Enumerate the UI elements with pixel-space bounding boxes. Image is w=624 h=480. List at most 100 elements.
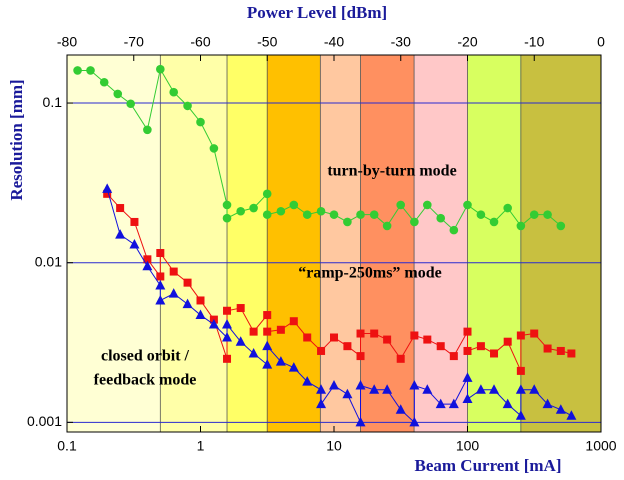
point (449, 225, 459, 235)
point (356, 352, 365, 361)
point (303, 333, 312, 342)
x2-tick-label: -10 (524, 34, 544, 50)
point (567, 349, 576, 358)
point (462, 393, 473, 404)
point (222, 213, 232, 223)
point (143, 255, 152, 264)
point (543, 344, 552, 353)
point (542, 398, 553, 409)
x2-tick-label: 0 (597, 34, 605, 50)
point (262, 210, 272, 219)
annotation: feedback mode (94, 372, 197, 389)
point (555, 404, 566, 414)
point (262, 359, 273, 369)
x2-tick-label: -40 (324, 34, 344, 50)
point (356, 329, 365, 338)
point (169, 87, 179, 97)
point (126, 99, 135, 109)
band (267, 55, 321, 432)
point (329, 380, 339, 390)
point (223, 354, 232, 363)
point (156, 249, 165, 258)
point (515, 384, 526, 394)
x2-tick-label: -70 (124, 34, 144, 50)
point (208, 319, 219, 329)
point (99, 77, 109, 87)
point (516, 221, 526, 231)
point (369, 210, 379, 219)
x2-tick-label: -50 (257, 34, 277, 50)
point (156, 272, 165, 281)
y-axis-label: Resolution [mm] (7, 79, 26, 200)
point (530, 329, 539, 338)
chart-title: Power Level [dBm] (247, 3, 387, 22)
annotation: “ramp-250ms” mode (298, 265, 442, 282)
point (316, 398, 327, 409)
point (449, 352, 458, 361)
band (414, 55, 468, 432)
point (475, 384, 486, 394)
point (330, 333, 338, 342)
point (116, 204, 125, 213)
point (263, 327, 272, 336)
point (222, 200, 232, 210)
point (262, 340, 273, 351)
x-tick-label: 0.1 (57, 438, 77, 454)
point (383, 335, 392, 344)
point (342, 388, 353, 399)
x-tick-label: 1000 (585, 438, 616, 454)
point (396, 200, 406, 210)
point (289, 317, 298, 326)
point (182, 298, 193, 309)
point (463, 200, 472, 210)
point (462, 372, 473, 382)
point (476, 342, 485, 351)
x2-tick-label: -60 (190, 34, 210, 50)
point (248, 347, 259, 358)
point (183, 101, 192, 111)
point (209, 144, 219, 153)
point (276, 206, 286, 216)
x-tick-label: 100 (456, 438, 480, 454)
x2-tick-label: -80 (57, 34, 77, 50)
point (249, 327, 258, 336)
point (142, 260, 153, 271)
point (516, 366, 525, 375)
plot-marks (73, 64, 577, 427)
point (423, 200, 432, 210)
point (115, 229, 126, 239)
point (436, 213, 446, 223)
point (113, 89, 123, 99)
point (183, 278, 192, 287)
point (395, 404, 406, 414)
point (196, 296, 205, 305)
point (289, 200, 299, 210)
band (520, 55, 601, 432)
annotation: closed orbit / (101, 348, 190, 365)
y-tick-label: 0.001 (27, 413, 62, 429)
point (129, 239, 140, 249)
point (355, 416, 366, 427)
point (448, 398, 459, 409)
x-tick-label: 1 (197, 438, 205, 454)
band (67, 55, 161, 432)
x2-tick-label: -20 (457, 34, 477, 50)
point (422, 384, 433, 394)
point (369, 384, 380, 394)
plot-background: 0.001 0.01 0.1 0.1 1 10 100 1000 -80 -70 -60 -50 -40… (27, 34, 617, 454)
point (155, 279, 166, 290)
point (236, 206, 245, 216)
x-tick-label: 10 (326, 438, 342, 454)
point (196, 117, 205, 127)
point (73, 66, 82, 75)
point (409, 416, 420, 427)
plot-frame (66, 54, 602, 433)
point (249, 203, 258, 213)
point (263, 311, 272, 320)
point (316, 384, 327, 394)
point (355, 380, 366, 390)
point (556, 346, 565, 355)
point (195, 309, 206, 320)
y-tick-label: 0.1 (43, 94, 63, 110)
point (463, 346, 472, 355)
